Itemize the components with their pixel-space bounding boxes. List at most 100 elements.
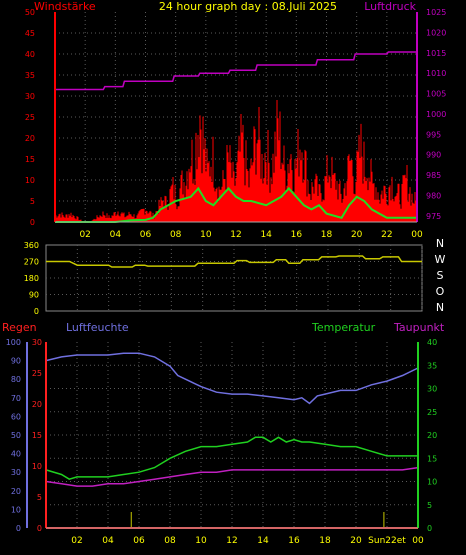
humidity-tick-label: 0 [16,524,21,533]
wind-tick-label: 40 [25,50,35,59]
pressure-tick-label: 985 [426,171,441,180]
wind-tick-label: 25 [25,113,35,122]
dewpoint-line [45,466,419,487]
wind-tick-label: 10 [25,176,35,185]
humidity-tick-label: 10 [11,505,21,514]
humidity-label: Luftfeuchte [66,321,129,334]
humidity-temperature-chart: 0102030405060708090100051015202530051015… [6,338,437,546]
pressure-tick-label: 1020 [426,28,446,37]
rain-tick-label: 20 [32,400,42,409]
time-tick-label: 12 [226,536,237,546]
wind-average-line [55,186,417,223]
temperature-tick-label: 35 [427,361,437,370]
compass-label: S [437,269,444,282]
humidity-tick-label: 90 [11,357,21,366]
humidity-tick-label: 30 [11,468,21,477]
rain-tick-label: 25 [32,369,42,378]
time-tick-label: 10 [195,536,207,546]
time-tick-label: 08 [170,230,182,240]
pressure-axis-title: Luftdruck [364,0,416,13]
compass-label: W [435,253,446,266]
time-tick-label: 16 [291,230,303,240]
wind-tick-label: 35 [25,71,35,80]
rain-tick-label: 15 [32,431,42,440]
wind-tick-label: 45 [25,29,35,38]
humidity-tick-label: 40 [11,450,21,459]
time-tick-label: 08 [164,536,176,546]
wind-axis-title: Windstärke [34,0,96,13]
humidity-tick-label: 80 [11,375,21,384]
time-tick-label: 00 [411,230,423,240]
wind-tick-label: 0 [30,218,35,227]
time-tick-label: Sun22et [368,536,406,546]
wind-direction-line [46,255,422,268]
time-tick-label: 06 [133,536,145,546]
wind-tick-label: 50 [25,8,35,17]
direction-tick-label: 180 [24,274,39,283]
temperature-tick-label: 5 [427,501,432,510]
pressure-tick-label: 1000 [426,110,446,119]
humidity-line [45,352,419,405]
time-tick-label: 02 [79,230,90,240]
chart-title: 24 hour graph day : 08.Juli 2025 [159,0,337,13]
humidity-tick-label: 100 [6,338,21,347]
compass-label: O [436,285,445,298]
humidity-tick-label: 60 [11,412,21,421]
temperature-tick-label: 10 [427,478,437,487]
pressure-tick-label: 1025 [426,8,446,17]
time-tick-label: 04 [110,230,122,240]
time-tick-label: 18 [319,536,331,546]
temperature-tick-label: 30 [427,385,437,394]
temperature-tick-label: 40 [427,338,437,347]
rain-tick-label: 5 [37,493,42,502]
humidity-tick-label: 20 [11,487,21,496]
humidity-tick-label: 70 [11,394,21,403]
time-tick-label: 14 [257,536,269,546]
time-tick-label: 20 [350,536,362,546]
rain-label: Regen [2,321,37,334]
temperature-tick-label: 20 [427,431,437,440]
time-tick-label: 18 [321,230,333,240]
pressure-tick-label: 980 [426,191,441,200]
pressure-tick-label: 1010 [426,69,446,78]
time-tick-label: 00 [412,536,424,546]
wind-tick-label: 5 [30,197,35,206]
wind-tick-label: 15 [25,155,35,164]
pressure-tick-label: 990 [426,151,441,160]
time-tick-label: 20 [351,230,363,240]
time-tick-label: 06 [140,230,152,240]
time-tick-label: 22 [381,230,392,240]
humidity-tick-label: 50 [11,431,21,440]
time-tick-label: 16 [288,536,300,546]
wind-tick-label: 30 [25,92,35,101]
pressure-tick-label: 1015 [426,49,446,58]
dewpoint-label: Taupunkt [393,321,445,334]
temperature-tick-label: 15 [427,454,437,463]
direction-tick-label: 0 [34,307,39,316]
temperature-tick-label: 0 [427,524,432,533]
pressure-tick-label: 1005 [426,90,446,99]
time-tick-label: 10 [200,230,212,240]
wind-pressure-chart: 0510152025303540455097598098599099510001… [25,8,447,240]
temperature-line [45,436,418,481]
temperature-label: Temperatur [311,321,376,334]
rain-tick-label: 10 [32,462,42,471]
compass-label: N [436,237,444,250]
temperature-tick-label: 25 [427,408,437,417]
direction-tick-label: 360 [24,241,39,250]
time-tick-label: 12 [230,230,241,240]
direction-tick-label: 90 [29,291,39,300]
time-tick-label: 14 [260,230,272,240]
pressure-tick-label: 995 [426,130,441,139]
time-tick-label: 04 [102,536,114,546]
wind-tick-label: 20 [25,134,35,143]
rain-tick-label: 0 [37,524,42,533]
pressure-line [55,51,417,91]
time-tick-label: 02 [71,536,82,546]
rain-tick-label: 30 [32,338,42,347]
compass-label: N [436,301,444,314]
pressure-tick-label: 975 [426,212,441,221]
direction-tick-label: 270 [24,258,39,267]
